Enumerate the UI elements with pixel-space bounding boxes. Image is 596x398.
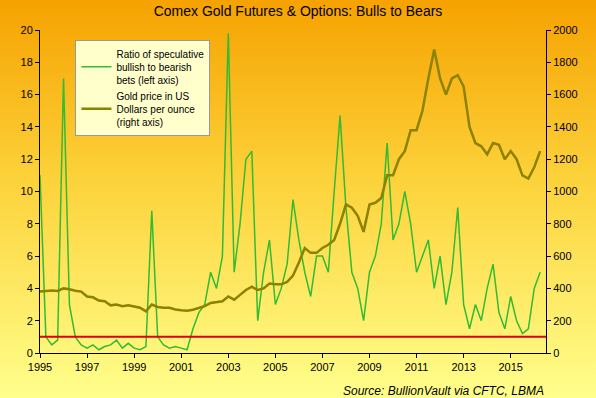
svg-text:800: 800 <box>553 218 571 230</box>
svg-text:Gold price in USDollars per ou: Gold price in USDollars per ounce(right … <box>116 91 195 128</box>
svg-text:14: 14 <box>21 121 33 133</box>
svg-text:0: 0 <box>27 347 33 359</box>
svg-text:2009: 2009 <box>357 361 381 373</box>
svg-text:200: 200 <box>553 315 571 327</box>
svg-text:10: 10 <box>21 185 33 197</box>
svg-text:2003: 2003 <box>216 361 240 373</box>
svg-text:2013: 2013 <box>451 361 475 373</box>
svg-text:4: 4 <box>27 282 33 294</box>
svg-text:1995: 1995 <box>28 361 52 373</box>
svg-text:Source: BullionVault via CFTC,: Source: BullionVault via CFTC, LBMA <box>343 384 544 398</box>
svg-text:Comex Gold Futures & Options:: Comex Gold Futures & Options: Bulls to B… <box>154 3 443 19</box>
svg-text:16: 16 <box>21 88 33 100</box>
svg-text:2001: 2001 <box>169 361 193 373</box>
svg-text:1400: 1400 <box>553 121 577 133</box>
svg-text:2: 2 <box>27 315 33 327</box>
svg-text:Ratio of speculativebullish to: Ratio of speculativebullish to bearishbe… <box>116 49 204 86</box>
svg-text:2015: 2015 <box>498 361 522 373</box>
svg-text:2007: 2007 <box>310 361 334 373</box>
svg-text:2000: 2000 <box>553 24 577 36</box>
svg-text:400: 400 <box>553 282 571 294</box>
svg-text:1999: 1999 <box>122 361 146 373</box>
svg-text:18: 18 <box>21 56 33 68</box>
svg-text:20: 20 <box>21 24 33 36</box>
svg-text:2011: 2011 <box>405 361 429 373</box>
svg-text:2005: 2005 <box>263 361 287 373</box>
svg-text:1800: 1800 <box>553 56 577 68</box>
svg-text:12: 12 <box>21 153 33 165</box>
svg-text:8: 8 <box>27 218 33 230</box>
svg-text:1997: 1997 <box>75 361 99 373</box>
svg-text:0: 0 <box>553 347 559 359</box>
svg-text:1000: 1000 <box>553 185 577 197</box>
svg-text:1200: 1200 <box>553 153 577 165</box>
svg-text:6: 6 <box>27 250 33 262</box>
svg-text:1600: 1600 <box>553 88 577 100</box>
svg-text:600: 600 <box>553 250 571 262</box>
